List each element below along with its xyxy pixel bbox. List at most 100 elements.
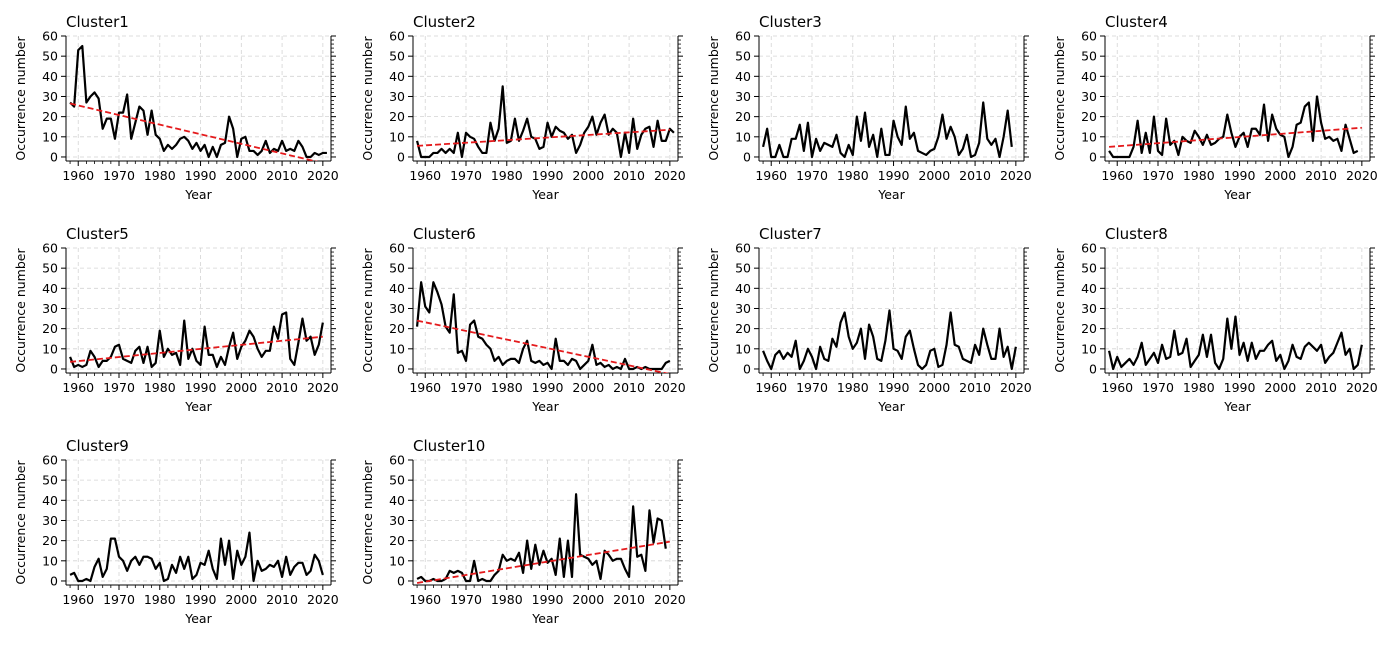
x-tick-label: 1970 bbox=[796, 168, 828, 183]
y-tick-label: 60 bbox=[1081, 29, 1097, 44]
panel-6: 0 10 20 30 40 50 60 1960 1970 1980 1990 2000 2010 202… bbox=[360, 225, 686, 414]
y-tick-label: 10 bbox=[42, 553, 58, 568]
x-tick-label: 2020 bbox=[307, 168, 339, 183]
x-tick-label: 1970 bbox=[1142, 168, 1174, 183]
y-axis-label: Occurrence number bbox=[360, 36, 375, 161]
x-tick-label: 1980 bbox=[144, 380, 176, 395]
y-tick-label: 10 bbox=[389, 553, 405, 568]
x-axis-label: Year bbox=[1223, 187, 1251, 202]
x-tick-label: 1990 bbox=[185, 168, 217, 183]
x-tick-label: 2020 bbox=[654, 168, 686, 183]
x-axis-label: Year bbox=[184, 399, 212, 414]
x-tick-label: 2000 bbox=[1264, 168, 1296, 183]
panel-9: 0 10 20 30 40 50 60 1960 1970 1980 1990 2000 2010 202… bbox=[13, 437, 339, 626]
y-tick-label: 40 bbox=[42, 493, 58, 508]
x-tick-label: 2020 bbox=[1346, 380, 1378, 395]
y-tick-label: 30 bbox=[1081, 89, 1097, 104]
y-tick-label: 50 bbox=[42, 473, 58, 488]
y-tick-label: 0 bbox=[1089, 149, 1097, 164]
x-tick-label: 2020 bbox=[1346, 168, 1378, 183]
y-axis-label: Occurrence number bbox=[360, 248, 375, 373]
panel-title: Cluster2 bbox=[413, 13, 476, 31]
y-tick-label: 50 bbox=[389, 473, 405, 488]
x-tick-label: 2000 bbox=[1264, 380, 1296, 395]
y-tick-label: 30 bbox=[389, 513, 405, 528]
x-tick-label: 2020 bbox=[654, 592, 686, 607]
x-tick-label: 2010 bbox=[613, 592, 645, 607]
y-tick-label: 30 bbox=[389, 89, 405, 104]
y-tick-label: 40 bbox=[735, 281, 751, 296]
series-line bbox=[762, 309, 1017, 371]
y-tick-label: 20 bbox=[735, 321, 751, 336]
y-tick-label: 20 bbox=[1081, 109, 1097, 124]
x-tick-label: 2000 bbox=[918, 168, 950, 183]
x-tick-label: 1990 bbox=[185, 592, 217, 607]
x-tick-label: 1990 bbox=[532, 168, 564, 183]
y-tick-label: 40 bbox=[389, 281, 405, 296]
y-tick-label: 40 bbox=[42, 281, 58, 296]
y-tick-label: 60 bbox=[1081, 241, 1097, 256]
panel-7: 0 10 20 30 40 50 60 1960 1970 1980 1990 2000 2010 202… bbox=[706, 225, 1032, 414]
y-axis-label: Occurrence number bbox=[13, 36, 28, 161]
panel-title: Cluster5 bbox=[66, 225, 129, 243]
x-axis-label: Year bbox=[877, 399, 905, 414]
y-tick-label: 60 bbox=[389, 241, 405, 256]
y-tick-label: 50 bbox=[735, 49, 751, 64]
x-tick-label: 1990 bbox=[532, 380, 564, 395]
x-axis-label: Year bbox=[531, 187, 559, 202]
y-tick-label: 30 bbox=[735, 89, 751, 104]
y-tick-label: 60 bbox=[42, 29, 58, 44]
y-tick-label: 40 bbox=[735, 69, 751, 84]
x-tick-label: 2010 bbox=[959, 168, 991, 183]
y-tick-label: 50 bbox=[42, 261, 58, 276]
y-axis-label: Occurrence number bbox=[706, 36, 721, 161]
y-tick-label: 0 bbox=[50, 361, 58, 376]
y-tick-label: 20 bbox=[389, 321, 405, 336]
x-tick-label: 1970 bbox=[796, 380, 828, 395]
y-tick-label: 50 bbox=[1081, 261, 1097, 276]
x-tick-label: 2020 bbox=[307, 380, 339, 395]
y-tick-label: 40 bbox=[389, 493, 405, 508]
x-tick-label: 2000 bbox=[225, 592, 257, 607]
series-line bbox=[762, 101, 1013, 159]
series-line bbox=[69, 531, 324, 583]
series-line bbox=[69, 311, 324, 369]
x-tick-label: 1960 bbox=[1101, 380, 1133, 395]
y-tick-label: 40 bbox=[1081, 281, 1097, 296]
x-tick-label: 1980 bbox=[144, 592, 176, 607]
y-tick-label: 10 bbox=[389, 129, 405, 144]
panel-8: 0 10 20 30 40 50 60 1960 1970 1980 1990 2000 2010 202… bbox=[1052, 225, 1378, 414]
y-tick-label: 30 bbox=[42, 301, 58, 316]
x-tick-label: 1980 bbox=[144, 168, 176, 183]
y-tick-label: 50 bbox=[1081, 49, 1097, 64]
x-tick-label: 1970 bbox=[103, 168, 135, 183]
x-tick-label: 1980 bbox=[491, 592, 523, 607]
panel-title: Cluster9 bbox=[66, 437, 129, 455]
y-tick-label: 10 bbox=[42, 129, 58, 144]
x-tick-label: 1970 bbox=[450, 380, 482, 395]
x-tick-label: 1980 bbox=[837, 380, 869, 395]
y-tick-label: 10 bbox=[735, 129, 751, 144]
y-tick-label: 50 bbox=[389, 49, 405, 64]
trend-line bbox=[69, 102, 319, 161]
y-tick-label: 0 bbox=[50, 149, 58, 164]
x-tick-label: 1980 bbox=[837, 168, 869, 183]
y-tick-label: 20 bbox=[42, 321, 58, 336]
panel-1: 0 10 20 30 40 50 60 1960 1970 1980 1990 2000 2010 202… bbox=[13, 13, 339, 202]
x-tick-label: 2010 bbox=[959, 380, 991, 395]
x-tick-label: 1970 bbox=[450, 168, 482, 183]
x-tick-label: 1960 bbox=[62, 380, 94, 395]
y-tick-label: 0 bbox=[743, 149, 751, 164]
y-tick-label: 50 bbox=[735, 261, 751, 276]
x-tick-label: 2010 bbox=[613, 168, 645, 183]
panel-4: 0 10 20 30 40 50 60 1960 1970 1980 1990 2000 2010 202… bbox=[1052, 13, 1378, 202]
y-tick-label: 0 bbox=[50, 573, 58, 588]
y-tick-label: 0 bbox=[743, 361, 751, 376]
series-line bbox=[1108, 95, 1359, 159]
x-tick-label: 1990 bbox=[878, 380, 910, 395]
x-axis-label: Year bbox=[1223, 399, 1251, 414]
x-tick-label: 1990 bbox=[878, 168, 910, 183]
x-tick-label: 2000 bbox=[225, 380, 257, 395]
y-tick-label: 60 bbox=[389, 453, 405, 468]
x-tick-label: 1960 bbox=[755, 380, 787, 395]
